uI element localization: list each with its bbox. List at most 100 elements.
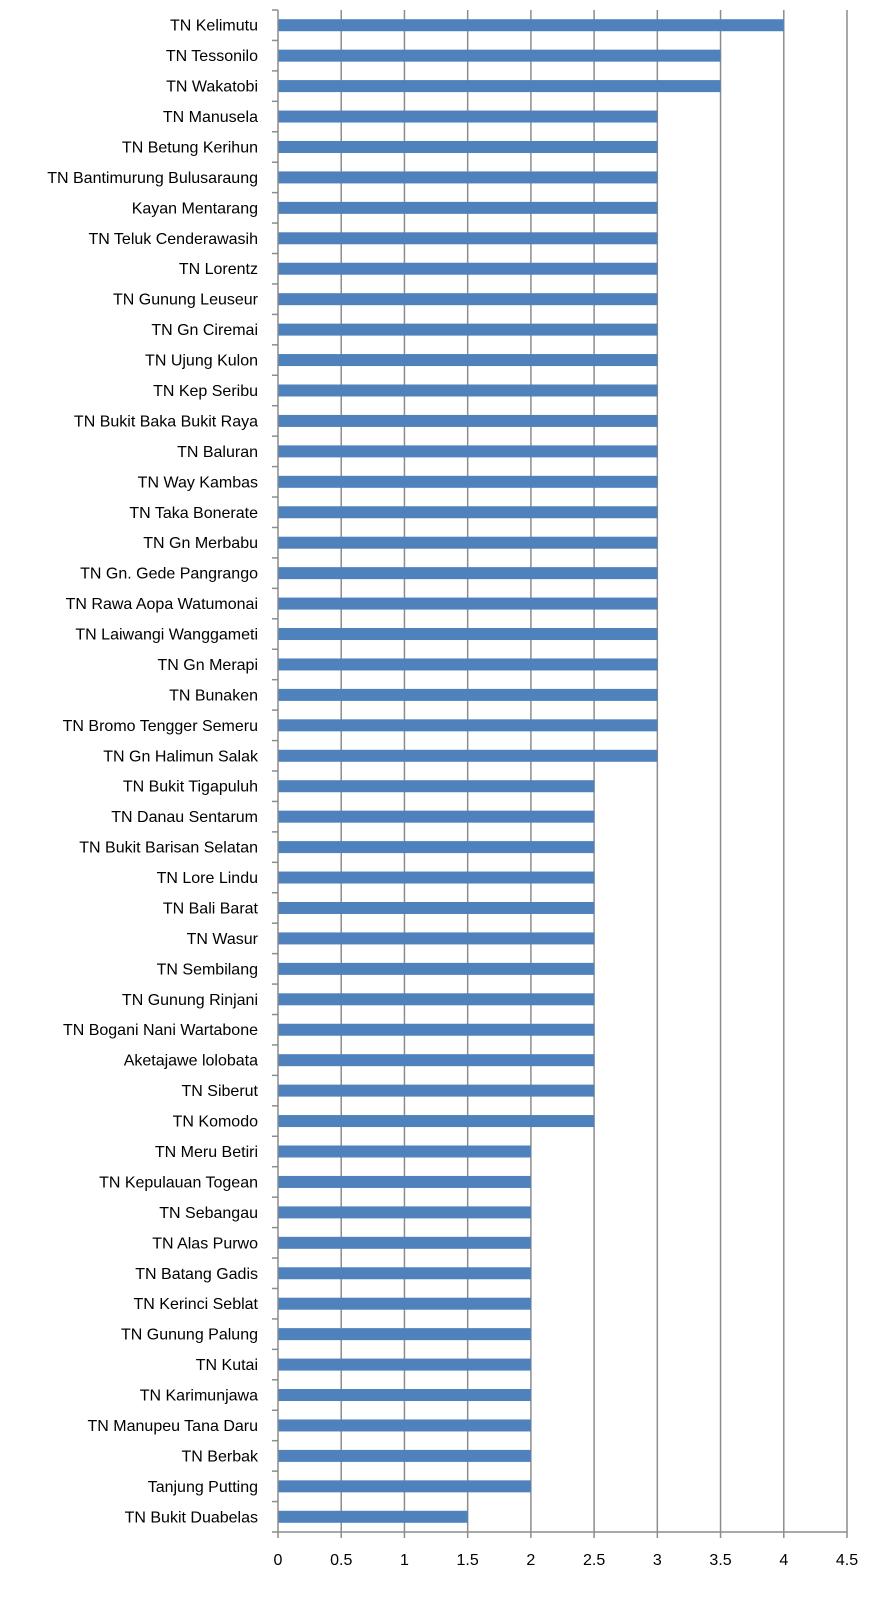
category-label: TN Manupeu Tana Daru	[88, 1418, 258, 1435]
bar	[278, 262, 658, 275]
category-label: TN Karimunjawa	[140, 1388, 258, 1405]
bar	[278, 871, 595, 884]
bar	[278, 536, 658, 549]
bar	[278, 780, 595, 793]
bar	[278, 1054, 595, 1067]
category-label: TN Gunung Rinjani	[122, 992, 258, 1009]
category-label: TN Baluran	[177, 444, 258, 461]
category-label: TN Gn Ciremai	[151, 322, 258, 339]
category-label: TN Wakatobi	[166, 79, 258, 96]
x-tick-label: 3.5	[709, 1552, 731, 1569]
category-label: TN Gunung Leuseur	[113, 292, 259, 309]
category-label: TN Kepulauan Togean	[99, 1174, 258, 1191]
x-tick-label: 2.5	[583, 1552, 605, 1569]
bar	[278, 1389, 531, 1402]
category-label: Tanjung Putting	[148, 1479, 258, 1496]
category-label: TN Bukit Tigapuluh	[123, 779, 258, 796]
category-label: TN Bukit Baka Bukit Raya	[74, 413, 258, 430]
bar	[278, 1480, 531, 1493]
bar	[278, 749, 658, 762]
category-label: TN Kerinci Seblat	[134, 1296, 259, 1313]
category-label: TN Kep Seribu	[153, 383, 258, 400]
bar	[278, 171, 658, 184]
category-label: TN Ujung Kulon	[145, 353, 258, 370]
bar	[278, 962, 595, 975]
category-label: TN Manusela	[163, 109, 258, 126]
bar	[278, 1328, 531, 1341]
category-label: TN Gunung Palung	[121, 1327, 258, 1344]
category-label: TN Gn. Gede Pangrango	[80, 566, 258, 583]
bar	[278, 1510, 468, 1523]
bar	[278, 201, 658, 214]
bar	[278, 993, 595, 1006]
category-label: TN Gn Merapi	[158, 657, 258, 674]
bar	[278, 19, 784, 32]
bar	[278, 1419, 531, 1432]
bar	[278, 688, 658, 701]
bar	[278, 506, 658, 519]
category-label: TN Laiwangi Wanggameti	[75, 627, 258, 644]
bar	[278, 1084, 595, 1097]
category-label: TN Teluk Cenderawasih	[88, 231, 258, 248]
category-labels: TN Kelimutu TN Tessonilo TN Wakatobi TN Man…	[47, 18, 259, 1527]
bar	[278, 475, 658, 488]
category-label: TN Komodo	[173, 1114, 258, 1131]
category-label: TN Rawa Aopa Watumonai	[66, 596, 258, 613]
x-tick-label: 2	[526, 1552, 535, 1569]
x-tick-label: 0.5	[330, 1552, 352, 1569]
bar	[278, 80, 721, 93]
bar	[278, 49, 721, 62]
x-tick-labels: 0 0.5 1 1.5 2 2.5 3 3.5 4 4.5	[274, 1552, 859, 1569]
category-label: TN Danau Sentarum	[111, 809, 258, 826]
x-tick-label: 1	[400, 1552, 409, 1569]
bar	[278, 1297, 531, 1310]
category-label: TN Wasur	[187, 931, 259, 948]
bar	[278, 140, 658, 153]
bar	[278, 1358, 531, 1371]
bar	[278, 110, 658, 123]
category-label: TN Kelimutu	[170, 18, 258, 35]
category-label: TN Alas Purwo	[152, 1235, 258, 1252]
bar	[278, 1449, 531, 1462]
category-label: TN Tessonilo	[166, 48, 258, 65]
category-label: TN Lorentz	[179, 261, 258, 278]
x-tick-label: 4.5	[836, 1552, 858, 1569]
bar	[278, 1145, 531, 1158]
bar	[278, 901, 595, 914]
category-label: TN Bukit Duabelas	[125, 1509, 258, 1526]
category-label: Kayan Mentarang	[132, 200, 258, 217]
category-label: TN Sembilang	[157, 961, 258, 978]
category-label: TN Way Kambas	[138, 474, 258, 491]
bar	[278, 1267, 531, 1280]
category-label: TN Bogani Nani Wartabone	[63, 1022, 258, 1039]
category-label: TN Bunaken	[169, 687, 258, 704]
category-label: TN Bantimurung Bulusaraung	[47, 170, 258, 187]
bar	[278, 414, 658, 427]
axes	[272, 9, 848, 1538]
bar	[278, 1175, 531, 1188]
bar	[278, 1023, 595, 1036]
category-label: TN Taka Bonerate	[129, 505, 258, 522]
bar	[278, 628, 658, 641]
category-label: TN Siberut	[182, 1083, 259, 1100]
category-label: TN Lore Lindu	[157, 870, 258, 887]
bar	[278, 323, 658, 336]
bars	[278, 19, 784, 1523]
category-label: TN Sebangau	[159, 1205, 258, 1222]
bar	[278, 445, 658, 458]
category-label: TN Meru Betiri	[155, 1144, 258, 1161]
x-tick-label: 3	[653, 1552, 662, 1569]
bar	[278, 1236, 531, 1249]
bar	[278, 841, 595, 854]
bar	[278, 932, 595, 945]
category-label: Aketajawe lolobata	[124, 1053, 258, 1070]
category-label: TN Bukit Barisan Selatan	[79, 840, 258, 857]
bar	[278, 354, 658, 367]
bar	[278, 1115, 595, 1128]
category-label: TN Gn Halimun Salak	[103, 748, 259, 765]
x-tick-label: 4	[779, 1552, 788, 1569]
bar	[278, 1206, 531, 1219]
bar	[278, 293, 658, 306]
bar	[278, 597, 658, 610]
